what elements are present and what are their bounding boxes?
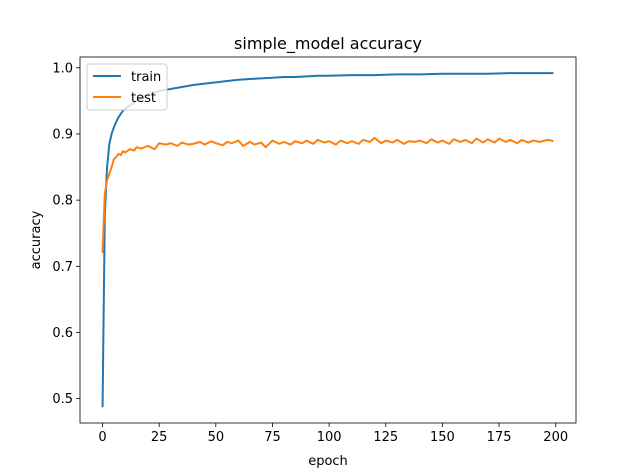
x-tick-label: 100 [317,430,342,445]
series-lines [101,72,554,408]
x-axis-ticks: 0 25 50 75 100 125 150 175 200 [98,423,568,445]
x-tick-label: 25 [151,430,168,445]
x-tick-label: 150 [430,430,455,445]
legend-label-train: train [131,70,161,85]
y-tick-label: 0.8 [52,194,73,209]
y-axis-label: accuracy [29,210,44,269]
x-tick-label: 50 [208,430,225,445]
series-line-test [101,136,554,254]
y-tick-label: 0.6 [52,326,73,341]
y-tick-label: 0.9 [52,127,73,142]
x-axis-label: epoch [308,454,348,469]
legend-label-test: test [131,91,156,106]
y-axis-ticks: 0.5 0.6 0.7 0.8 0.9 1.0 [52,61,80,407]
plot-frame [79,56,577,424]
legend: train test [86,63,168,111]
chart-title: simple_model accuracy [234,34,422,54]
x-tick-label: 125 [373,430,398,445]
y-tick-label: 1.0 [52,61,73,76]
x-tick-label: 200 [543,430,568,445]
y-tick-label: 0.7 [52,260,73,275]
series-line-train [101,72,554,408]
y-tick-label: 0.5 [52,392,73,407]
x-tick-label: 175 [487,430,512,445]
plot-area [79,56,577,424]
x-tick-label: 75 [264,430,281,445]
x-tick-label: 0 [98,430,106,445]
